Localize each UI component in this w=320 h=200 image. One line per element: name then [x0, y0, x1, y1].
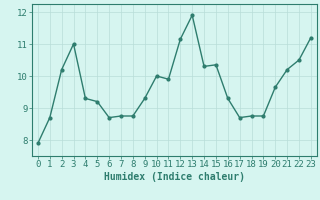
X-axis label: Humidex (Indice chaleur): Humidex (Indice chaleur): [104, 172, 245, 182]
